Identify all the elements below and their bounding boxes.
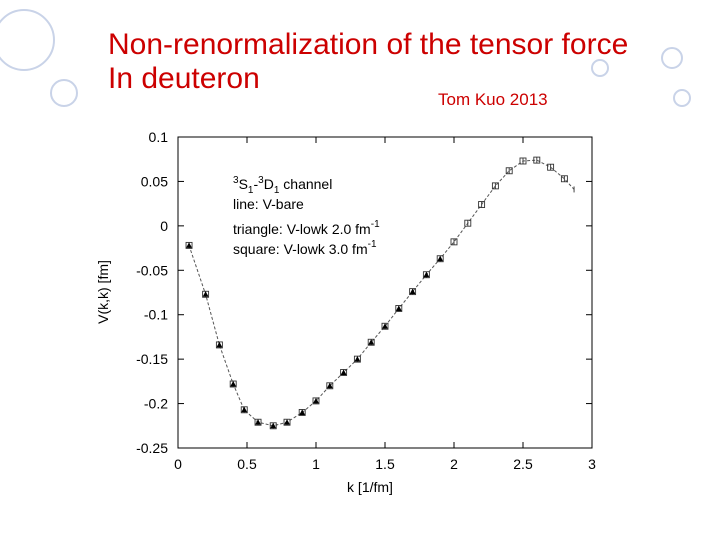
square-point (353, 355, 361, 363)
triangle-point (299, 409, 306, 415)
legend: 3S1-3D1 channel line: V-bare triangle: V… (233, 175, 380, 257)
legend-channel-sub1: 1 (248, 185, 254, 196)
triangle-point (437, 255, 444, 262)
square-point (202, 290, 210, 298)
title-line-2: In deuteron (108, 62, 260, 95)
legend-channel: 3S1-3D1 channel (233, 175, 332, 196)
square-point (215, 341, 223, 349)
square-point (547, 163, 555, 171)
square-point (312, 397, 320, 405)
y-tick-label: 0.1 (149, 129, 169, 145)
square-point (409, 288, 417, 296)
triangle-point (284, 419, 291, 425)
legend-square-entry: square: V-lowk 3.0 fm-1 (233, 239, 377, 257)
triangle-point (270, 422, 277, 429)
triangle-point (313, 397, 319, 404)
author-credit: Tom Kuo 2013 (438, 90, 548, 109)
tick-labels: 0 0.5 1 1.5 2 2.5 3 0.1 0.05 0 -0.05 -0.1 -0.15 -0.2 -… (136, 129, 596, 472)
ring-medium (50, 79, 78, 107)
legend-square-sup: -1 (368, 239, 377, 250)
x-tick-label: 3 (588, 456, 596, 472)
ring-right-2 (673, 89, 691, 107)
triangle-point (395, 305, 402, 311)
y-tick-label: -0.15 (136, 351, 168, 367)
x-tick-label: 2.5 (513, 456, 533, 472)
y-tick-label: 0 (160, 218, 168, 234)
legend-square-text: square: V-lowk 3.0 fm (233, 241, 368, 257)
legend-line-entry: line: V-bare (233, 196, 304, 212)
triangle-point (382, 323, 388, 329)
legend-channel-sub2: 1 (274, 185, 280, 196)
triangle-point (409, 288, 416, 295)
legend-triangle-entry: triangle: V-lowk 2.0 fm-1 (233, 219, 380, 237)
legend-channel-sup2: 3 (258, 175, 264, 186)
square-point (298, 409, 306, 416)
ring-right-3 (591, 59, 609, 77)
square-point (269, 422, 277, 430)
square-point (340, 369, 348, 376)
square-point (185, 241, 193, 249)
triangle-point (255, 419, 262, 425)
triangle-point (186, 242, 193, 248)
triangle-point (340, 369, 347, 375)
square-point (395, 305, 403, 312)
triangle-point (354, 356, 361, 362)
square-point (367, 338, 375, 346)
x-tick-label: 1.5 (375, 456, 395, 472)
square-point (450, 238, 458, 246)
triangle-point (241, 406, 248, 413)
square-point (240, 406, 248, 414)
legend-channel-sup1: 3 (233, 175, 239, 186)
square-point (381, 322, 389, 330)
square-point (422, 271, 430, 279)
y-tick-label: -0.2 (144, 396, 168, 412)
ring-right-1 (661, 47, 683, 69)
legend-channel-d: D (264, 176, 274, 192)
square-point (436, 255, 444, 263)
square-point (326, 382, 334, 390)
triangle-point (326, 382, 333, 389)
triangle-point (368, 339, 375, 345)
square-point (254, 418, 262, 426)
triangle-point (216, 341, 223, 348)
triangle-point (230, 381, 237, 387)
square-point (229, 380, 237, 388)
legend-triangle-sup: -1 (371, 219, 380, 230)
y-axis-label: V(k,k) [fm] (95, 260, 111, 324)
x-tick-label: 1 (312, 456, 320, 472)
legend-channel-s: S (239, 176, 248, 192)
x-axis-label: k [1/fm] (347, 479, 393, 495)
square-point (478, 201, 486, 208)
vbare-line (188, 159, 575, 427)
axis-ticks (177, 136, 593, 449)
triangle-point (202, 291, 209, 297)
x-tick-label: 0.5 (237, 456, 257, 472)
square-point (560, 175, 568, 183)
legend-channel-word: channel (279, 176, 332, 192)
ring-large (0, 9, 55, 71)
square-point (464, 219, 472, 227)
square-point (505, 167, 513, 175)
legend-triangle-text: triangle: V-lowk 2.0 fm (233, 221, 371, 237)
slide-title: Non-renormalization of the tensor force … (108, 28, 708, 96)
square-point (519, 157, 527, 165)
series-markers (185, 156, 568, 430)
x-tick-label: 2 (450, 456, 458, 472)
y-tick-label: 0.05 (141, 173, 168, 189)
legend-channel-dash: - (253, 176, 258, 192)
y-tick-label: -0.05 (136, 262, 168, 278)
square-point (283, 418, 291, 426)
x-tick-label: 0 (174, 456, 182, 472)
square-point (533, 156, 541, 164)
y-tick-label: -0.25 (136, 440, 168, 456)
title-line-1: Non-renormalization of the tensor force (108, 28, 629, 61)
triangle-point (423, 271, 430, 278)
square-point (491, 182, 499, 190)
y-tick-label: -0.1 (144, 307, 168, 323)
